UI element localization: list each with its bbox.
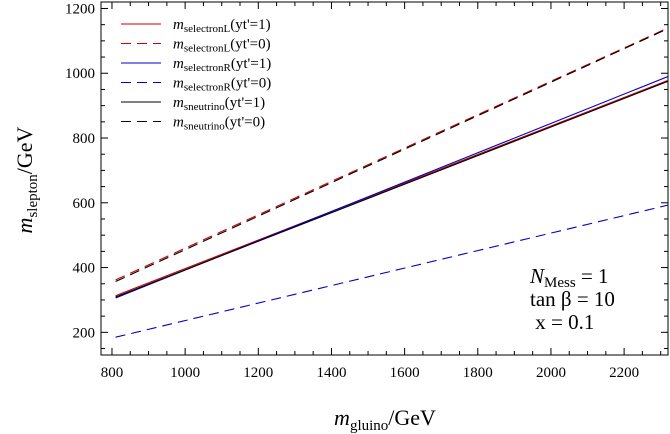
legend-label-snu_0: msneutrino(yt'=0): [173, 115, 265, 133]
legend: mselectronL(yt'=1)mselectronL(yt'=0)msel…: [121, 17, 271, 133]
annotation-tan-beta: tan β = 10: [530, 287, 615, 311]
x-tick-label: 2000: [536, 365, 566, 381]
x-tick-label: 800: [101, 365, 124, 381]
x-tick-label: 1400: [316, 365, 346, 381]
y-tick-label: 800: [73, 131, 96, 147]
x-tick-labels: 800 1000 1200 1400 1600 1800 2000 2200: [101, 365, 639, 381]
annotation-x: x = 0.1: [530, 310, 594, 334]
series-lines: [115, 27, 668, 338]
x-axis-label: mgluino/GeV: [334, 405, 436, 434]
series-line-selL_0: [115, 27, 668, 281]
x-tick-label: 1000: [170, 365, 200, 381]
y-tick-labels: 200 400 600 800 1000 1200: [65, 1, 95, 341]
parameter-annotation: NMess = 1 tan β = 10 x = 0.1: [529, 264, 615, 334]
series-line-selR_0: [115, 204, 668, 338]
annotation-n-mess: NMess = 1: [529, 264, 609, 291]
x-tick-label: 1800: [463, 365, 493, 381]
series-line-snu_0: [115, 28, 668, 283]
legend-label-selR_1: mselectronR(yt'=1): [173, 56, 271, 74]
legend-label-selL_0: mselectronL(yt'=0): [173, 37, 271, 55]
axis-ticks: [101, 2, 668, 355]
legend-label-snu_1: msneutrino(yt'=1): [173, 95, 265, 113]
y-tick-label: 1000: [65, 66, 95, 82]
plot-frame: [100, 1, 669, 356]
x-tick-label: 1200: [243, 365, 273, 381]
series-line-selL_1: [115, 79, 668, 297]
y-tick-label: 1200: [65, 1, 95, 17]
y-tick-label: 400: [73, 261, 96, 277]
x-tick-label: 1600: [390, 365, 420, 381]
legend-label-selR_0: mselectronR(yt'=0): [173, 76, 271, 94]
series-line-snu_1: [115, 80, 668, 298]
legend-label-selL_1: mselectronL(yt'=1): [173, 17, 271, 35]
y-axis-label: mslepton/GeV: [12, 126, 41, 233]
y-tick-label: 200: [73, 325, 96, 341]
x-tick-label: 2200: [609, 365, 639, 381]
y-tick-label: 600: [73, 196, 96, 212]
